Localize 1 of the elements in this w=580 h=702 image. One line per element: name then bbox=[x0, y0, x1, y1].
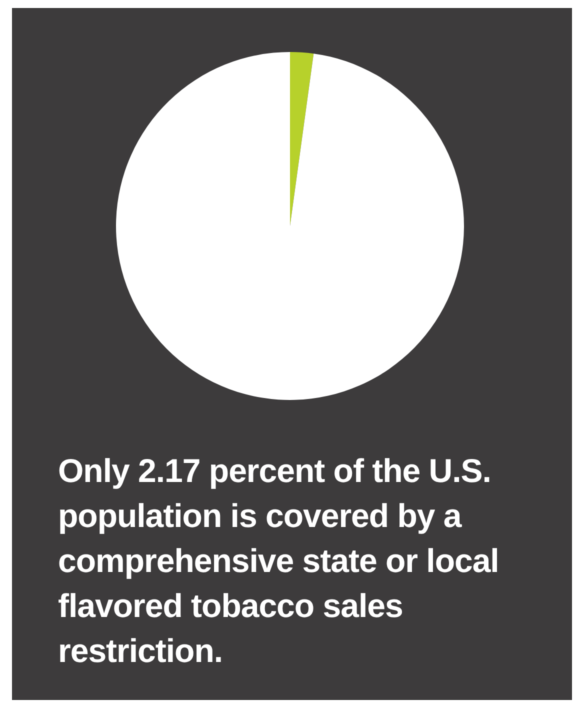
text: Only 2.17 percent of the U.S. population is covered by a comprehensive state or local flavored tobacco sales restriction. bbox=[58, 451, 500, 671]
